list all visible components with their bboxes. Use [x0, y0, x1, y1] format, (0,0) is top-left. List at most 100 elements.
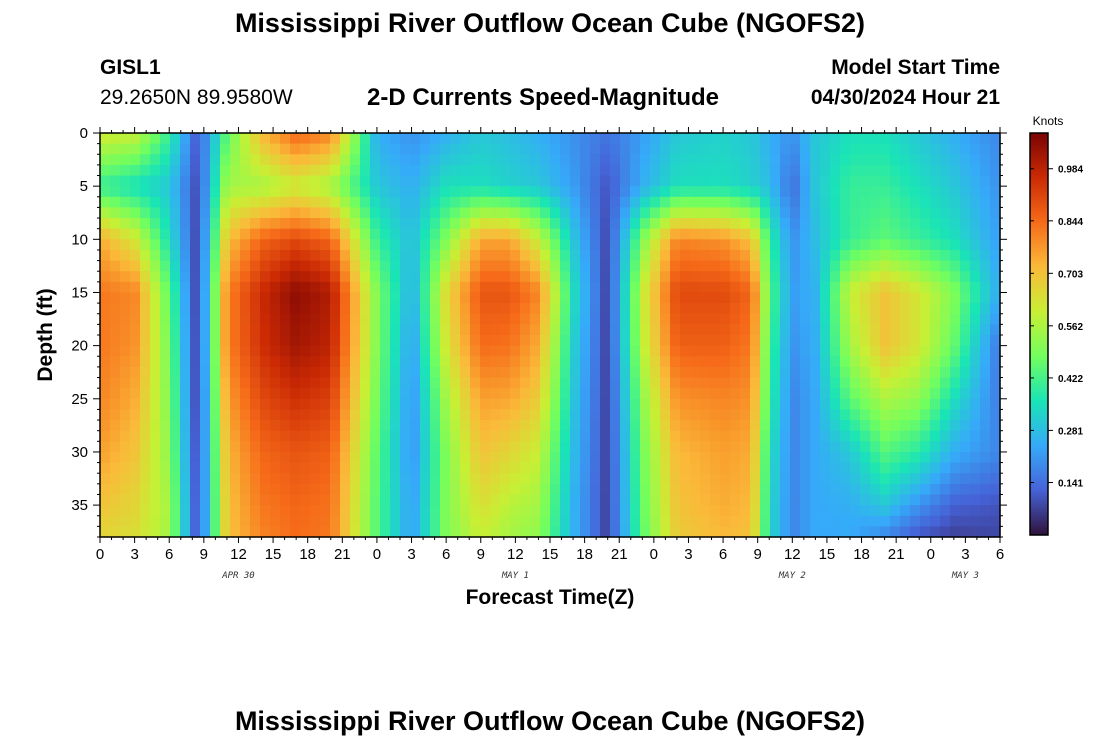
x-tick-label: 6: [719, 546, 727, 563]
heatmap-cell: [240, 398, 251, 411]
heatmap-cell: [890, 409, 901, 421]
heatmap-cell: [220, 515, 231, 527]
heatmap-cell: [300, 164, 311, 177]
heatmap-cell: [810, 313, 821, 325]
heatmap-cell: [370, 483, 381, 496]
heatmap-cell: [530, 271, 541, 283]
heatmap-cell: [360, 324, 371, 336]
heatmap-cell: [780, 526, 791, 538]
heatmap-cell: [230, 420, 241, 432]
heatmap-cell: [900, 462, 911, 474]
heatmap-cell: [990, 366, 1001, 379]
heatmap-cell: [440, 388, 451, 400]
heatmap-cell: [470, 335, 481, 347]
heatmap-cell: [300, 281, 311, 294]
heatmap-cell: [160, 515, 171, 527]
heatmap-cell: [560, 356, 571, 368]
heatmap-cell: [770, 409, 781, 421]
heatmap-cell: [160, 441, 171, 453]
heatmap-cell: [950, 143, 961, 155]
heatmap-cell: [800, 133, 811, 145]
heatmap-cell: [780, 473, 791, 485]
heatmap-cell: [900, 335, 911, 347]
heatmap-cell: [920, 526, 931, 538]
heatmap-cell: [200, 515, 211, 527]
heatmap-cell: [830, 281, 841, 294]
heatmap-cell: [980, 377, 991, 389]
heatmap-cell: [760, 483, 771, 496]
heatmap-cell: [580, 186, 591, 198]
heatmap-cell: [920, 133, 931, 145]
heatmap-cell: [390, 281, 401, 294]
heatmap-cell: [140, 292, 151, 304]
heatmap-cell: [830, 143, 841, 155]
heatmap-cell: [680, 228, 691, 240]
heatmap-cell: [200, 409, 211, 421]
heatmap-cell: [290, 441, 301, 453]
heatmap-cell: [720, 143, 731, 155]
heatmap-cell: [870, 526, 881, 538]
heatmap-cell: [200, 207, 211, 219]
heatmap-cell: [510, 154, 521, 166]
heatmap-cell: [530, 494, 541, 506]
heatmap-cell: [510, 366, 521, 379]
heatmap-cell: [750, 271, 761, 283]
heatmap-cell: [920, 441, 931, 453]
heatmap-cell: [950, 207, 961, 219]
heatmap-cell: [540, 526, 551, 538]
heatmap-cell: [300, 420, 311, 432]
heatmap-cell: [860, 143, 871, 155]
heatmap-cell: [890, 494, 901, 506]
heatmap-cell: [910, 143, 921, 155]
heatmap-cell: [360, 409, 371, 421]
heatmap-cell: [400, 451, 411, 464]
heatmap-cell: [890, 186, 901, 198]
heatmap-cell: [680, 526, 691, 538]
heatmap-cell: [400, 313, 411, 325]
heatmap-cell: [750, 324, 761, 336]
heatmap-cell: [780, 260, 791, 272]
heatmap-cell: [620, 133, 631, 145]
heatmap-cell: [370, 324, 381, 336]
heatmap-cell: [770, 186, 781, 198]
heatmap-cell: [360, 228, 371, 240]
station-id: GISL1: [100, 56, 161, 79]
heatmap-cell: [600, 345, 611, 357]
heatmap-cell: [880, 303, 891, 315]
heatmap-cell: [240, 303, 251, 315]
heatmap-cell: [310, 409, 321, 421]
heatmap-cell: [770, 313, 781, 325]
heatmap-cell: [980, 186, 991, 198]
heatmap-cell: [410, 526, 421, 538]
heatmap-cell: [530, 366, 541, 379]
heatmap-cell: [150, 473, 161, 485]
heatmap-cell: [340, 292, 351, 304]
heatmap-cell: [900, 303, 911, 315]
heatmap-cell: [460, 196, 471, 209]
heatmap-cell: [920, 505, 931, 517]
heatmap-cell: [770, 249, 781, 262]
heatmap-cell: [460, 303, 471, 315]
heatmap-cell: [220, 462, 231, 474]
heatmap-cell: [780, 515, 791, 527]
heatmap-cell: [240, 186, 251, 198]
heatmap-cell: [180, 186, 191, 198]
heatmap-cell: [600, 133, 611, 145]
heatmap-cell: [290, 281, 301, 294]
heatmap-cell: [520, 303, 531, 315]
heatmap-cell: [510, 451, 521, 464]
heatmap-cell: [110, 228, 121, 240]
heatmap-cell: [500, 249, 511, 262]
heatmap-cell: [200, 494, 211, 506]
heatmap-cell: [410, 441, 421, 453]
heatmap-cell: [990, 451, 1001, 464]
heatmap-cell: [620, 409, 631, 421]
heatmap-cell: [680, 186, 691, 198]
heatmap-cell: [770, 398, 781, 411]
heatmap-cell: [220, 430, 231, 442]
heatmap-cell: [130, 526, 141, 538]
heatmap-cell: [690, 345, 701, 357]
heatmap-cell: [170, 398, 181, 411]
heatmap-cell: [570, 143, 581, 155]
heatmap-cell: [650, 515, 661, 527]
